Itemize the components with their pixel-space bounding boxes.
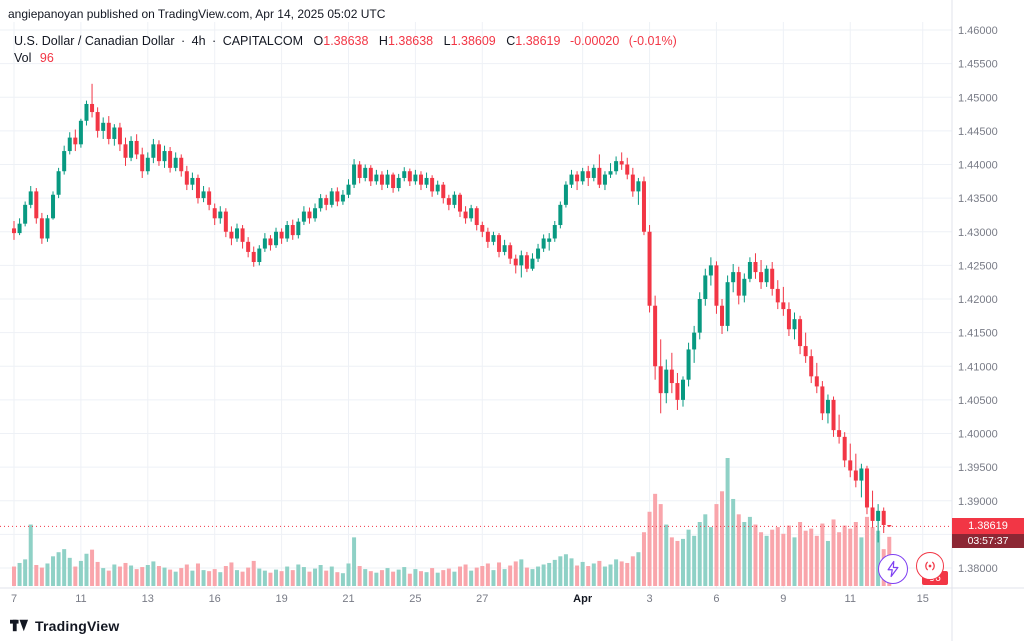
svg-text:27: 27 (476, 593, 488, 605)
interval-label[interactable]: 4h (191, 34, 206, 48)
svg-text:1.40500: 1.40500 (958, 395, 998, 407)
lightning-icon (887, 560, 899, 578)
price-axis[interactable] (952, 0, 1024, 588)
red-circle-indicator[interactable] (916, 552, 944, 580)
svg-text:1.46000: 1.46000 (958, 25, 998, 37)
high-value: 1.38638 (387, 34, 434, 48)
volume-label: Vol (14, 51, 32, 65)
svg-text:9: 9 (780, 593, 786, 605)
volume-legend: Vol 96 (14, 51, 54, 65)
svg-text:1.44500: 1.44500 (958, 126, 998, 138)
time-axis[interactable] (0, 588, 952, 641)
red-circle-icon (925, 561, 935, 571)
volume-value: 96 (39, 51, 54, 65)
svg-text:1.42500: 1.42500 (958, 260, 998, 272)
open-label: O (313, 34, 324, 48)
svg-text:1.41500: 1.41500 (958, 328, 998, 340)
exchange-label[interactable]: CAPITALCOM (222, 34, 304, 48)
high-label: H (378, 34, 388, 48)
svg-text:21: 21 (342, 593, 354, 605)
volume-layer (12, 458, 892, 586)
title-separator: · (180, 34, 186, 48)
change-percent: (-0.01%) (628, 34, 677, 48)
svg-text:1.43000: 1.43000 (958, 227, 998, 239)
svg-text:11: 11 (75, 593, 86, 605)
close-value: 1.38619 (515, 34, 561, 48)
svg-text:11: 11 (845, 593, 856, 605)
svg-text:13: 13 (142, 593, 154, 605)
bar-countdown-badge: 03:57:37 (952, 534, 1024, 549)
symbol-header: U.S. Dollar / Canadian Dollar · 4h · CAP… (14, 34, 677, 48)
tradingview-logo-icon (10, 619, 29, 632)
svg-text:1.38000: 1.38000 (958, 563, 998, 575)
brand-name[interactable]: TradingView (35, 617, 120, 634)
svg-text:1.45500: 1.45500 (958, 59, 998, 71)
open-value: 1.38638 (323, 34, 369, 48)
svg-text:19: 19 (275, 593, 287, 605)
tradingview-footer[interactable]: TradingView (10, 616, 119, 635)
svg-text:1.42000: 1.42000 (958, 294, 998, 306)
svg-text:1.43500: 1.43500 (958, 193, 998, 205)
svg-text:Apr: Apr (573, 593, 593, 605)
boost-button[interactable] (878, 554, 908, 584)
svg-text:3: 3 (646, 593, 652, 605)
svg-text:1.39000: 1.39000 (958, 496, 998, 508)
low-label: L (443, 34, 451, 48)
title-separator: · (212, 34, 217, 48)
last-price-badge: 1.38619 (952, 518, 1024, 535)
grid-layer (0, 22, 952, 588)
svg-text:15: 15 (917, 593, 929, 605)
low-value: 1.38609 (450, 34, 496, 48)
change-value: -0.00020 (569, 34, 620, 48)
svg-text:1.39500: 1.39500 (958, 462, 998, 474)
symbol-title[interactable]: U.S. Dollar / Canadian Dollar (14, 34, 175, 48)
close-label: C (506, 34, 516, 48)
svg-text:1.44000: 1.44000 (958, 160, 998, 172)
svg-text:1.41000: 1.41000 (958, 361, 998, 373)
svg-text:7: 7 (11, 593, 17, 605)
svg-text:25: 25 (409, 593, 421, 605)
attribution-text: angiepanoyan published on TradingView.co… (8, 7, 386, 21)
svg-text:1.45000: 1.45000 (958, 92, 998, 104)
svg-text:6: 6 (713, 593, 719, 605)
svg-text:1.40000: 1.40000 (958, 429, 998, 441)
svg-text:16: 16 (209, 593, 221, 605)
candles-layer (0, 83, 952, 543)
